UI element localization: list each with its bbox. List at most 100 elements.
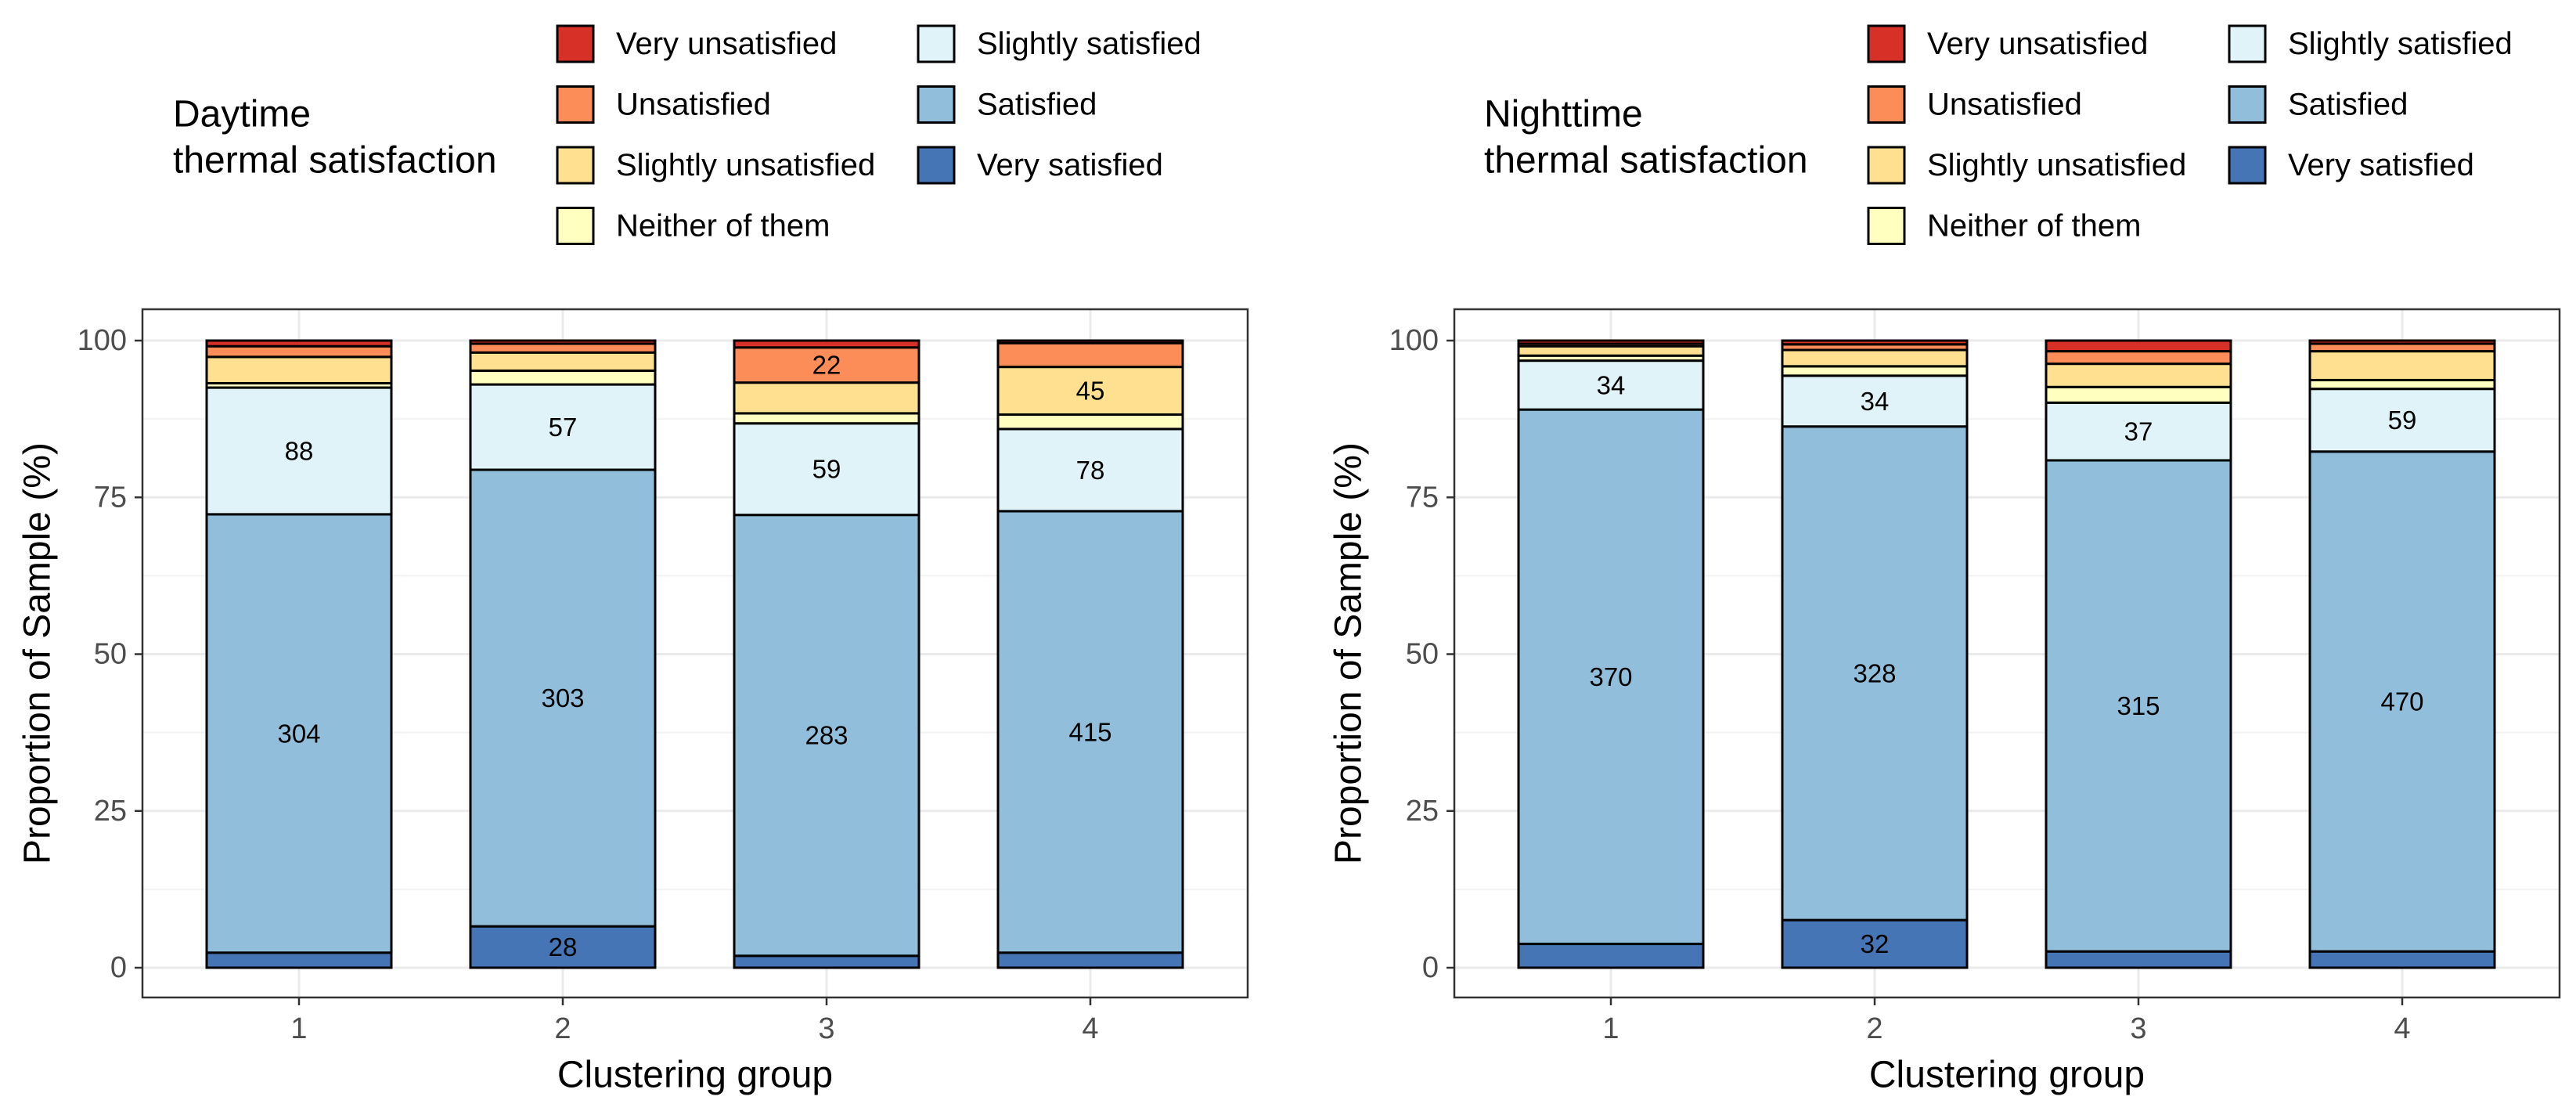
data-label: 59 (812, 455, 841, 484)
legend-label: Slightly unsatisfied (616, 148, 875, 182)
legend-label: Very unsatisfied (1927, 27, 2148, 61)
bar-segment (733, 339, 921, 349)
bar-segment (1517, 943, 1705, 969)
bar-segment (205, 513, 393, 954)
data-label: 37 (2124, 417, 2153, 446)
legend: Daytime thermal satisfaction Very unsatisf… (173, 24, 1202, 245)
legend-label: Neither of them (1927, 209, 2141, 243)
bar-segment (2308, 339, 2496, 345)
legend-key (556, 85, 595, 124)
y-tick-label: 100 (1389, 324, 1439, 357)
legend-label: Satisfied (977, 88, 1097, 122)
bar-segment (2045, 350, 2232, 366)
data-label: 88 (285, 436, 314, 465)
data-label: 57 (549, 413, 578, 442)
bar-segment (205, 386, 393, 516)
bar-segment (733, 346, 921, 384)
bar-segment (2308, 388, 2496, 453)
bar-segment (205, 355, 393, 384)
legend-label: Very unsatisfied (616, 27, 837, 61)
data-label: 415 (1068, 717, 1111, 746)
legend-key (2228, 85, 2267, 124)
legend-key (1867, 207, 1906, 245)
data-label: 328 (1853, 658, 1896, 687)
x-tick-label: 1 (290, 1012, 307, 1045)
bar-segment (469, 369, 657, 386)
legend-label: Neither of them (616, 209, 830, 243)
legend-key (556, 146, 595, 185)
y-tick-label: 100 (77, 324, 127, 357)
x-axis-title: Clustering group (1869, 1055, 2145, 1096)
data-label: 59 (2388, 406, 2417, 435)
bar-segment (2045, 459, 2232, 953)
data-label: 303 (541, 684, 584, 712)
x-tick-label: 2 (1866, 1012, 1882, 1045)
bar-segment (2308, 950, 2496, 969)
legend-title: Nighttime (1484, 94, 1643, 135)
data-label: 32 (1861, 929, 1890, 958)
legend-title: thermal satisfaction (1484, 140, 1808, 182)
bar-segment (2045, 385, 2232, 404)
data-label: 370 (1589, 662, 1632, 691)
data-label: 470 (2380, 687, 2423, 716)
bar-segment (469, 468, 657, 928)
bar-segment (469, 383, 657, 471)
panel-daytime: 304 88 28 303 57 283 59 22 415 78 45 0 25 50 75 100 1 2 3 4… (17, 24, 1249, 1096)
data-label: 34 (1861, 387, 1890, 416)
bar-segment (2045, 950, 2232, 969)
y-tick-label: 50 (94, 638, 127, 671)
bar-segment (2045, 363, 2232, 388)
y-tick-label: 0 (110, 951, 127, 984)
bar-segment (996, 951, 1184, 969)
data-label: 22 (812, 351, 841, 380)
legend: Nighttime thermal satisfaction Very unsati… (1484, 24, 2513, 245)
x-tick-label: 1 (1602, 1012, 1619, 1045)
data-label: 315 (2117, 691, 2160, 720)
bar-segment (733, 514, 921, 958)
legend-label: Slightly unsatisfied (1927, 148, 2186, 182)
y-tick-label: 25 (1406, 795, 1439, 828)
data-label: 78 (1076, 456, 1105, 485)
legend-key (2228, 146, 2267, 185)
x-tick-label: 4 (1082, 1012, 1098, 1045)
bar-segment (205, 339, 393, 348)
legend-label: Slightly satisfied (2288, 27, 2513, 61)
x-axis-title: Clustering group (557, 1055, 833, 1096)
legend-key (917, 24, 956, 63)
bar-segment (733, 412, 921, 425)
legend-key (1867, 85, 1906, 124)
bar-segment (733, 381, 921, 415)
legend-label: Satisfied (2288, 88, 2408, 122)
bar-segment (1781, 425, 1969, 922)
data-label: 34 (1597, 370, 1626, 399)
bar-segment (469, 339, 657, 345)
x-tick-label: 2 (554, 1012, 571, 1045)
legend-key (2228, 24, 2267, 63)
legend-label: Very satisfied (2288, 148, 2474, 182)
bar-segment (996, 366, 1184, 417)
data-label: 45 (1076, 377, 1105, 406)
legend-title: thermal satisfaction (173, 140, 497, 182)
legend-label: Unsatisfied (616, 88, 771, 122)
y-axis-title: Proportion of Sample (%) (17, 442, 59, 864)
bar-segment (1517, 339, 1705, 345)
x-tick-label: 3 (818, 1012, 834, 1045)
bar-segment (205, 344, 393, 359)
bar-segment (2308, 378, 2496, 391)
legend-key (556, 24, 595, 63)
y-tick-label: 25 (94, 795, 127, 828)
bar-segment (205, 951, 393, 969)
y-tick-label: 50 (1406, 638, 1439, 671)
y-tick-label: 75 (1406, 481, 1439, 514)
legend-label: Unsatisfied (1927, 88, 2082, 122)
legend-key (917, 85, 956, 124)
bar-segment (733, 954, 921, 969)
bar-segment (996, 413, 1184, 431)
legend-label: Slightly satisfied (977, 27, 1202, 61)
x-tick-label: 4 (2394, 1012, 2410, 1045)
bar-segment (1781, 374, 1969, 428)
bar-segment (1781, 365, 1969, 377)
legend-title: Daytime (173, 94, 311, 135)
data-label: 28 (549, 932, 578, 961)
y-tick-label: 75 (94, 481, 127, 514)
